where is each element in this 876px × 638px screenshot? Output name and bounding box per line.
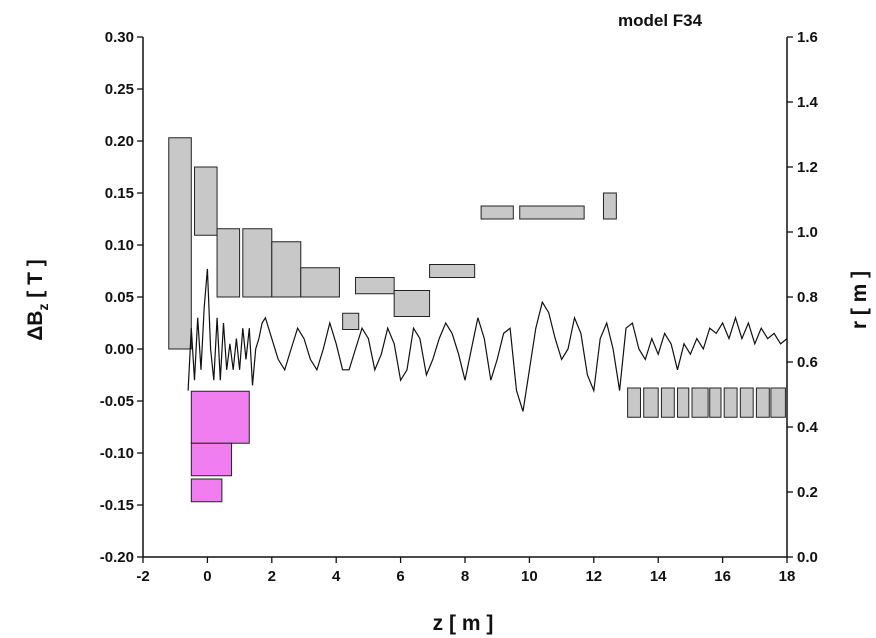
- y-right-tick-label-8: 1.6: [797, 29, 818, 46]
- y-left-tick-label-5: 0.05: [105, 289, 134, 306]
- gray-coil-block-4: [271, 241, 302, 298]
- gray-coil-block-9: [429, 264, 476, 278]
- y-left-tick-label-4: 0.00: [105, 341, 134, 358]
- gray-coil-block-8: [393, 290, 431, 317]
- y-right-tick-label-4: 0.8: [797, 289, 818, 306]
- x-tick-label-10: 18: [779, 568, 796, 585]
- y-left-tick-label-7: 0.15: [105, 185, 134, 202]
- y-left-tick-label-8: 0.20: [105, 133, 134, 150]
- gray-coil-block-6: [342, 312, 360, 330]
- y-left-tick-label-6: 0.10: [105, 237, 134, 254]
- delta-bz-curve: [187, 268, 788, 412]
- gray-coil-block-15: [660, 387, 675, 418]
- gray-coil-block-18: [709, 387, 722, 418]
- gray-coil-block-13: [627, 387, 641, 418]
- y-left-tick-label-3: -0.05: [100, 393, 134, 410]
- magenta-coil-block-0: [190, 390, 250, 444]
- y-left-tick-label-10: 0.30: [105, 29, 134, 46]
- gray-coil-block-0: [168, 137, 192, 350]
- gray-coil-block-5: [300, 267, 340, 298]
- y-axis-right-title: r [ m ]: [848, 271, 871, 329]
- y-right-tick-label-6: 1.2: [797, 159, 818, 176]
- y-right-tick-label-0: 0.0: [797, 549, 818, 566]
- y-right-tick-label-7: 1.4: [797, 94, 819, 111]
- gray-coil-block-2: [216, 228, 241, 298]
- y-right-tick-label-1: 0.2: [797, 484, 818, 501]
- gray-coil-block-20: [739, 387, 754, 418]
- x-tick-label-3: 4: [332, 568, 341, 585]
- y-left-tick-label-2: -0.10: [100, 445, 134, 462]
- y-right-tick-label-2: 0.4: [797, 419, 819, 436]
- magenta-coil-block-2: [190, 478, 223, 503]
- gray-coil-block-17: [691, 387, 709, 418]
- x-tick-label-7: 12: [585, 568, 602, 585]
- gray-coil-block-7: [355, 277, 395, 295]
- gray-coil-block-1: [194, 166, 218, 236]
- x-tick-label-9: 16: [714, 568, 731, 585]
- y-axis-left-unit: [ T ]: [24, 259, 47, 303]
- y-right-tick-label-3: 0.6: [797, 354, 818, 371]
- gray-coil-block-22: [770, 387, 786, 418]
- x-tick-label-1: 0: [203, 568, 211, 585]
- gray-coil-block-19: [723, 387, 738, 418]
- gray-coil-block-11: [519, 205, 585, 220]
- gray-coil-block-12: [602, 192, 617, 220]
- y-axis-left-title: ΔBz [ T ]: [24, 259, 51, 341]
- x-tick-label-6: 10: [521, 568, 538, 585]
- x-tick-label-2: 2: [268, 568, 276, 585]
- y-left-tick-label-0: -0.20: [100, 549, 134, 566]
- gray-coil-block-16: [677, 387, 690, 418]
- model-label: model F34: [618, 11, 703, 30]
- y-left-tick-label-9: 0.25: [105, 81, 134, 98]
- y-axis-left-subscript: z: [35, 304, 51, 311]
- x-tick-label-0: -2: [136, 568, 149, 585]
- x-tick-label-8: 14: [650, 568, 667, 585]
- gray-coil-block-10: [480, 205, 514, 220]
- gray-coil-block-14: [643, 387, 659, 418]
- coil-blocks: [168, 137, 786, 503]
- ticks: -2 0 2 4 6 8 10 12 14 16 18 -0.20 -0.15 -0.10 -0.05 0.0…: [100, 29, 819, 585]
- y-left-tick-label-1: -0.15: [100, 497, 134, 514]
- magenta-coil-block-1: [190, 442, 233, 477]
- x-tick-label-4: 6: [396, 568, 404, 585]
- y-right-tick-label-5: 1.0: [797, 224, 818, 241]
- gray-coil-block-3: [242, 228, 273, 298]
- x-axis-title: z [ m ]: [433, 612, 494, 635]
- gray-coil-block-21: [755, 387, 770, 418]
- x-tick-label-5: 8: [461, 568, 469, 585]
- y-axis-left-main: ΔB: [24, 311, 47, 341]
